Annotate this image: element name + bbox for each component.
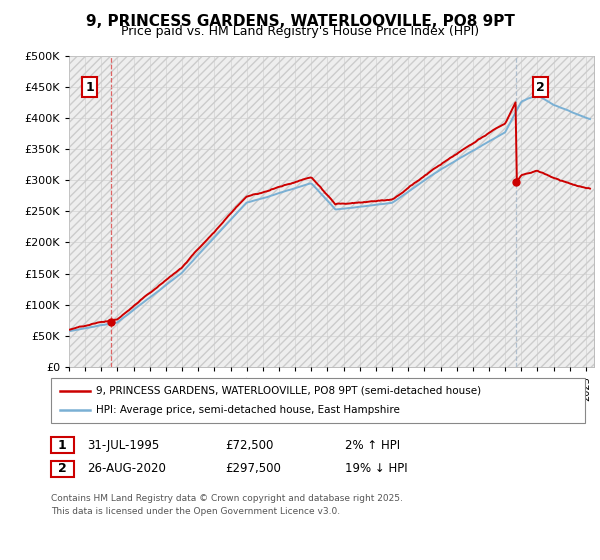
Text: 2% ↑ HPI: 2% ↑ HPI xyxy=(345,438,400,452)
Text: £297,500: £297,500 xyxy=(225,462,281,475)
Text: This data is licensed under the Open Government Licence v3.0.: This data is licensed under the Open Gov… xyxy=(51,507,340,516)
Text: HPI: Average price, semi-detached house, East Hampshire: HPI: Average price, semi-detached house,… xyxy=(96,405,400,416)
Text: £72,500: £72,500 xyxy=(225,438,274,452)
Text: 2: 2 xyxy=(536,81,545,94)
Text: 1: 1 xyxy=(86,81,94,94)
Text: 19% ↓ HPI: 19% ↓ HPI xyxy=(345,462,407,475)
Text: 9, PRINCESS GARDENS, WATERLOOVILLE, PO8 9PT (semi-detached house): 9, PRINCESS GARDENS, WATERLOOVILLE, PO8 … xyxy=(96,385,481,395)
Text: 26-AUG-2020: 26-AUG-2020 xyxy=(87,462,166,475)
Text: Price paid vs. HM Land Registry's House Price Index (HPI): Price paid vs. HM Land Registry's House … xyxy=(121,25,479,38)
Text: 9, PRINCESS GARDENS, WATERLOOVILLE, PO8 9PT: 9, PRINCESS GARDENS, WATERLOOVILLE, PO8 … xyxy=(86,14,514,29)
Text: 2: 2 xyxy=(58,462,67,475)
Text: Contains HM Land Registry data © Crown copyright and database right 2025.: Contains HM Land Registry data © Crown c… xyxy=(51,494,403,503)
Text: 1: 1 xyxy=(58,438,67,452)
Bar xyxy=(69,56,594,367)
Text: 31-JUL-1995: 31-JUL-1995 xyxy=(87,438,159,452)
